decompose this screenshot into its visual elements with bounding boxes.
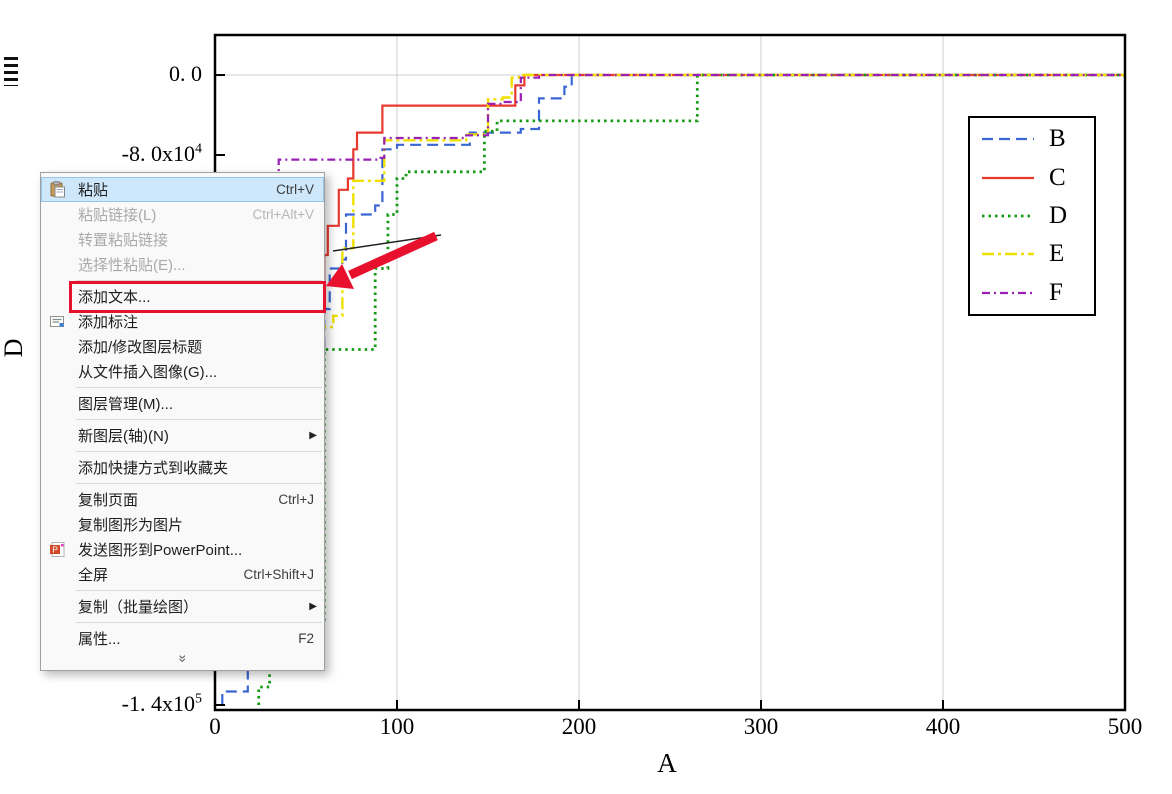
series-D-curve [257, 73, 1125, 705]
menu-item-full-screen[interactable]: 全屏 Ctrl+Shift+J [41, 562, 324, 587]
menu-separator [76, 387, 322, 388]
menu-separator [76, 622, 322, 623]
x-tick-label: 200 [561, 714, 597, 739]
clipped-glyph [4, 57, 18, 86]
legend-line-sample [982, 176, 1034, 179]
menu-item-label: 添加/修改图层标题 [78, 339, 203, 356]
menu-item-add-annotation[interactable]: 添加标注 [41, 309, 324, 334]
menu-item-shortcut: Ctrl+J [278, 492, 314, 507]
legend-line-sample [982, 214, 1034, 218]
menu-item-paste-link[interactable]: 粘贴链接(L) Ctrl+Alt+V [41, 202, 324, 227]
menu-item-new-layer-axes[interactable]: 新图层(轴)(N) ▶ [41, 423, 324, 448]
menu-item-label: 新图层(轴)(N) [78, 428, 169, 445]
menu-item-add-text[interactable]: 添加文本... [41, 281, 326, 313]
menu-item-copy-page[interactable]: 复制页面 Ctrl+J [41, 487, 324, 512]
x-tick-label: 0 [209, 714, 221, 739]
menu-item-paste-special[interactable]: 选择性粘贴(E)... [41, 252, 324, 277]
annotation-icon [49, 313, 66, 330]
legend-label: B [1049, 125, 1066, 153]
chevron-down-icon: » [174, 654, 191, 661]
menu-separator [76, 451, 322, 452]
menu-item-label: 添加标注 [78, 314, 139, 331]
x-tick-label: 100 [379, 714, 415, 739]
legend-line-sample [982, 253, 1034, 256]
powerpoint-icon: P [49, 541, 66, 558]
menu-item-properties[interactable]: 属性... F2 [41, 626, 324, 651]
menu-item-label: 粘贴链接(L) [78, 207, 157, 224]
y-tick-label: 0. 0 [169, 61, 202, 87]
x-tick-label: 500 [1107, 714, 1143, 739]
legend-label: D [1049, 201, 1068, 229]
menu-item-insert-image-from-file[interactable]: 从文件插入图像(G)... [41, 359, 324, 384]
x-tick-label: 300 [743, 714, 779, 739]
menu-separator [76, 280, 322, 281]
y-axis-title: D [0, 338, 28, 358]
menu-item-layer-management[interactable]: 图层管理(M)... [41, 391, 324, 416]
x-tick-label: 400 [925, 714, 961, 739]
menu-expand-chevron[interactable]: » [41, 651, 324, 666]
legend-label: F [1049, 278, 1063, 306]
menu-item-add-shortcut-to-favorites[interactable]: 添加快捷方式到收藏夹 [41, 455, 324, 480]
menu-item-label: 复制图形为图片 [78, 517, 184, 534]
submenu-arrow-icon: ▶ [309, 601, 317, 612]
legend-line-sample [982, 291, 1034, 294]
submenu-arrow-icon: ▶ [309, 430, 317, 441]
legend-entry-E: E [970, 237, 1094, 271]
legend-entry-B: B [970, 122, 1094, 156]
menu-item-label: 从文件插入图像(G)... [78, 364, 218, 381]
y-tick-label: -1. 4x105 [121, 691, 202, 716]
series-F-curve [277, 73, 1125, 489]
menu-item-label: 选择性粘贴(E)... [78, 257, 186, 274]
menu-item-label: 转置粘贴链接 [78, 232, 169, 249]
legend-entry-D: D [970, 199, 1094, 233]
menu-item-shortcut: Ctrl+Shift+J [243, 567, 314, 582]
menu-item-copy-graph-as-picture[interactable]: 复制图形为图片 [41, 512, 324, 537]
menu-item-label: 添加文本... [78, 289, 151, 306]
menu-item-add-modify-layer-title[interactable]: 添加/修改图层标题 [41, 334, 324, 359]
menu-item-shortcut: F2 [298, 631, 314, 646]
menu-separator [76, 483, 322, 484]
legend-entry-F: F [970, 276, 1094, 310]
menu-item-label: 添加快捷方式到收藏夹 [78, 460, 229, 477]
legend-label: C [1049, 163, 1066, 191]
x-axis-title: A [657, 748, 677, 778]
menu-item-label: 属性... [78, 631, 121, 648]
legend-line-sample [982, 138, 1034, 141]
menu-item-label: 图层管理(M)... [78, 396, 173, 413]
menu-item-duplicate-batch-plotting[interactable]: 复制（批量绘图） ▶ [41, 594, 324, 619]
menu-item-label: 复制（批量绘图） [78, 599, 199, 616]
y-tick-label: -8. 0x104 [121, 141, 202, 166]
menu-item-label: 发送图形到PowerPoint... [78, 542, 243, 559]
menu-separator [76, 419, 322, 420]
menu-separator [76, 590, 322, 591]
menu-item-send-graph-to-powerpoint[interactable]: P 发送图形到PowerPoint... [41, 537, 324, 562]
context-menu: 粘贴 Ctrl+V 粘贴链接(L) Ctrl+Alt+V 转置粘贴链接 选择性粘贴(E).… [40, 172, 326, 671]
menu-item-paste[interactable]: 粘贴 Ctrl+V [41, 177, 324, 202]
menu-item-label: 全屏 [78, 567, 109, 584]
paste-icon [49, 181, 66, 198]
menu-item-transpose-paste-link[interactable]: 转置粘贴链接 [41, 227, 324, 252]
legend-entry-C: C [970, 161, 1094, 195]
legend-label: E [1049, 240, 1065, 268]
menu-item-label: 复制页面 [78, 492, 139, 509]
menu-item-label: 粘贴 [78, 182, 109, 199]
menu-item-shortcut: Ctrl+Alt+V [252, 207, 314, 222]
menu-item-shortcut: Ctrl+V [276, 182, 314, 197]
svg-text:P: P [52, 544, 58, 554]
series-C-curve [319, 73, 1125, 489]
